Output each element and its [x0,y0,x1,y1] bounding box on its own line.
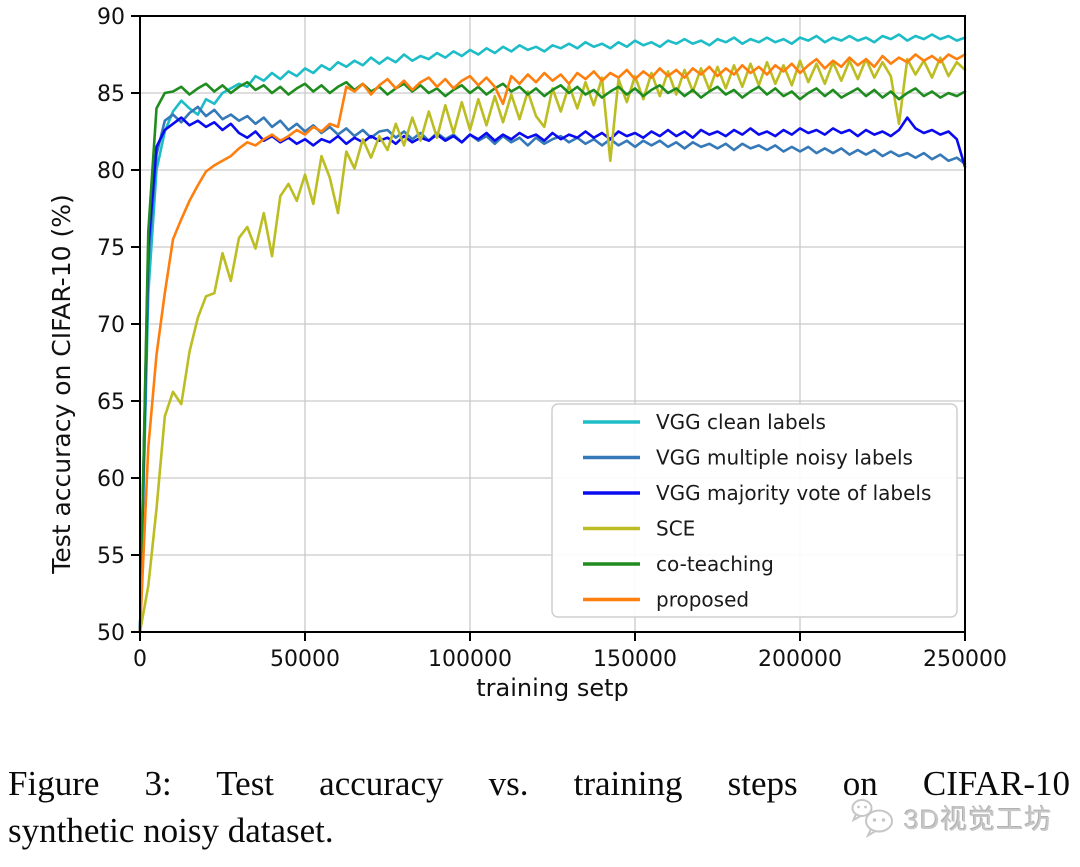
y-tick-label: 75 [97,236,125,261]
series-line-vgg-multiple-noisy-labels [138,105,967,634]
watermark-text: 3D视觉工坊 [904,804,1053,835]
x-tick-label: 50000 [270,647,340,672]
legend-label-vgg-multiple-noisy-labels: VGG multiple noisy labels [656,446,913,470]
series-line-sce [138,56,967,634]
x-tick-label: 200000 [758,647,842,672]
legend-label-sce: SCE [656,517,695,541]
y-tick-label: 85 [97,82,125,107]
y-tick-label: 50 [97,621,125,646]
caption-line-1: Figure 3: Test accuracy vs. training ste… [8,764,1070,803]
legend-box [551,403,958,618]
x-tick-label: 0 [133,647,147,672]
legend-label-co-teaching: co-teaching [656,552,774,576]
legend-label-vgg-majority-vote-of-labels: VGG majority vote of labels [656,481,931,505]
x-tick-label: 100000 [428,647,512,672]
accuracy-line-chart: 0 50000 100000 150000 200000 250000 50 55 60 65 70… [47,5,1007,702]
x-tick-label: 150000 [593,647,677,672]
x-axis-label: training setp [476,674,629,702]
y-tick-label: 55 [97,544,125,569]
y-tick-label: 80 [97,159,125,184]
y-axis-label: Test accuracy on CIFAR-10 (%) [47,194,76,574]
y-tick-label: 90 [97,5,125,30]
watermark: 3D视觉工坊 [848,796,1053,838]
caption-line-2: synthetic noisy dataset. [8,811,334,850]
legend-label-proposed: proposed [656,588,749,612]
x-tick-label: 250000 [923,647,1007,672]
y-tick-label: 60 [97,467,125,492]
legend-label-vgg-clean-labels: VGG clean labels [656,410,826,434]
figure-caption: Figure 3: Test accuracy vs. training ste… [8,760,1070,854]
series-line-proposed [138,53,967,634]
wechat-bubbles-icon [851,799,893,838]
series-line-vgg-clean-labels [138,33,967,634]
series-line-co-teaching [138,80,967,634]
y-tick-label: 70 [97,313,125,338]
y-tick-label: 65 [97,390,125,415]
